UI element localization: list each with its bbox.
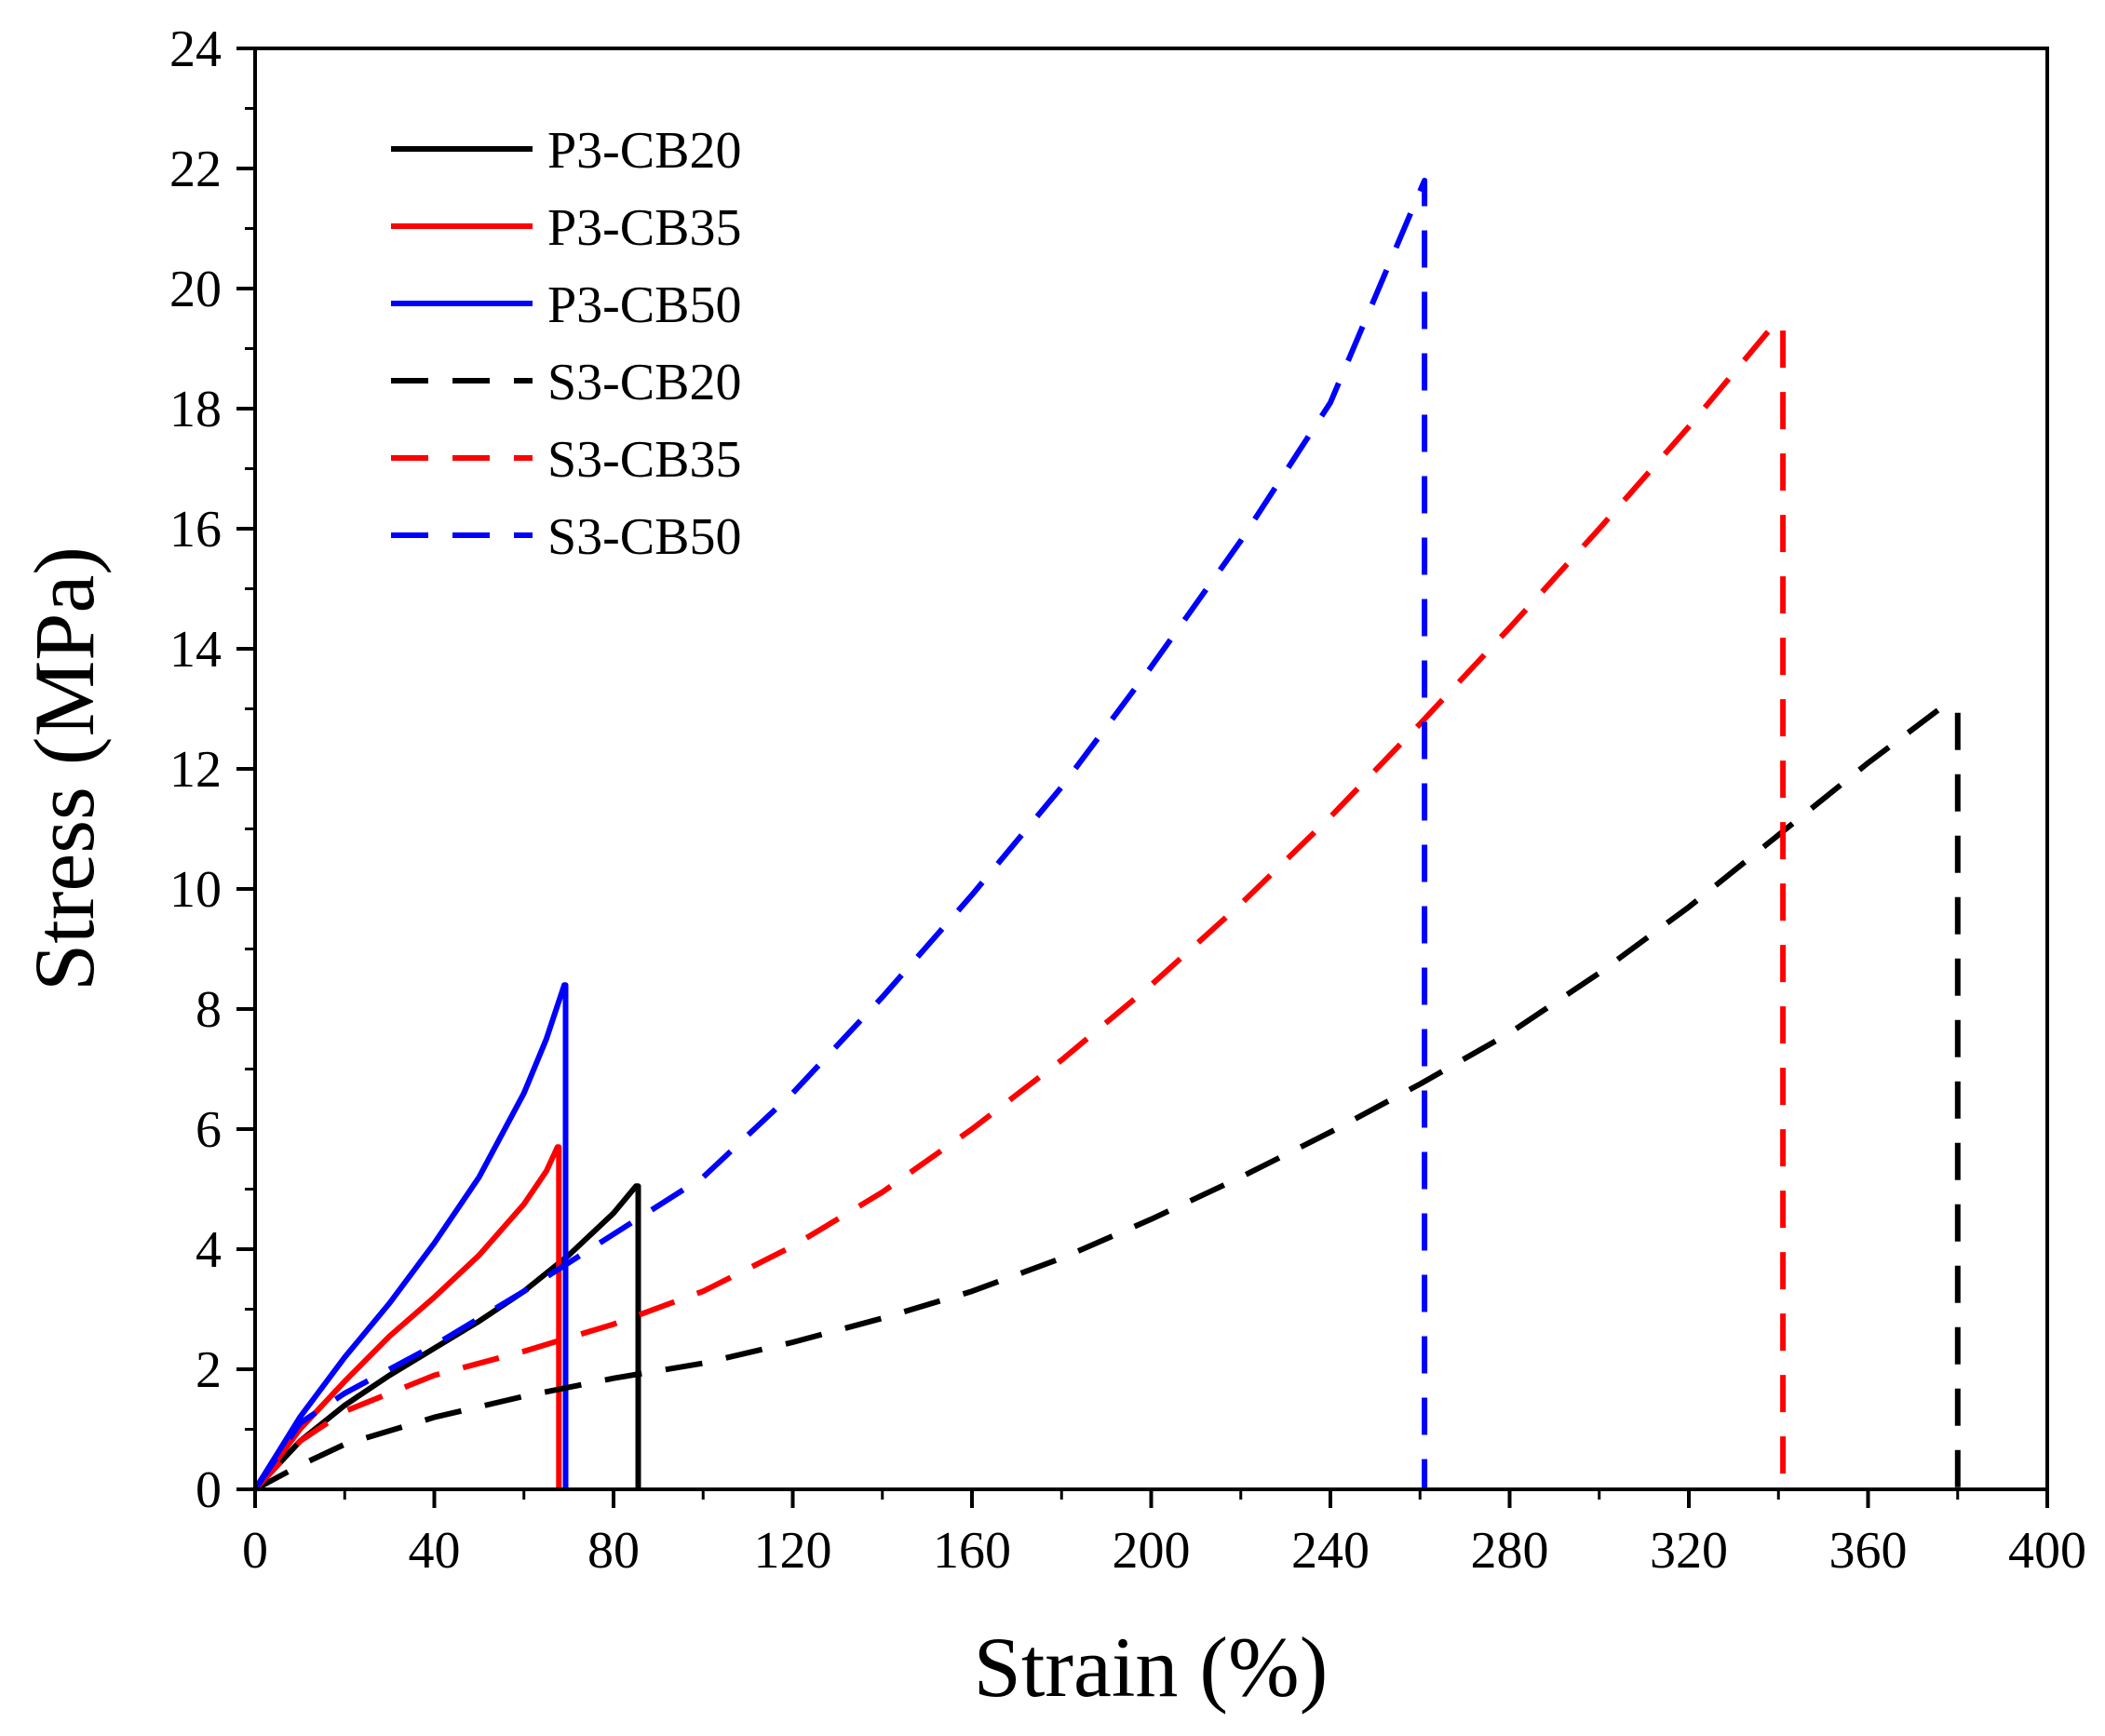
series-s3-cb35-line bbox=[252, 321, 1787, 1492]
legend-label-s3-cb20: S3-CB20 bbox=[547, 354, 742, 411]
x-tick-label: 360 bbox=[1829, 1522, 1908, 1580]
x-tick-label: 200 bbox=[1113, 1522, 1191, 1580]
legend-label-s3-cb35: S3-CB35 bbox=[547, 431, 742, 489]
legend-label-p3-cb35: P3-CB35 bbox=[547, 199, 742, 257]
x-tick-label: 40 bbox=[409, 1522, 461, 1580]
plot-frame bbox=[253, 47, 2049, 1491]
series-layer bbox=[252, 177, 1961, 1492]
y-tick-label: 24 bbox=[169, 20, 222, 78]
x-axis-title: Strain (%) bbox=[974, 1620, 1329, 1715]
y-tick-label: 12 bbox=[169, 741, 222, 799]
series-p3-cb50-line bbox=[252, 982, 569, 1491]
series-s3-cb50-line bbox=[252, 177, 1428, 1491]
y-tick-label: 10 bbox=[169, 861, 222, 919]
y-axis-title: Stress (MPa) bbox=[17, 546, 112, 991]
legend-label-s3-cb50: S3-CB50 bbox=[547, 508, 742, 566]
y-tick-label: 8 bbox=[196, 981, 222, 1039]
y-tick-label: 4 bbox=[196, 1221, 222, 1279]
y-tick-label: 6 bbox=[196, 1101, 222, 1159]
x-tick-label: 280 bbox=[1471, 1522, 1549, 1580]
x-tick-label: 80 bbox=[587, 1522, 640, 1580]
y-tick-label: 20 bbox=[169, 261, 222, 318]
x-tick-label: 0 bbox=[242, 1522, 268, 1580]
y-tick-label: 0 bbox=[196, 1461, 222, 1519]
x-tick-label: 400 bbox=[2008, 1522, 2086, 1580]
y-tick-label: 14 bbox=[169, 621, 222, 679]
x-tick-label: 160 bbox=[933, 1522, 1011, 1580]
y-tick-label: 2 bbox=[196, 1341, 222, 1399]
y-tick-label: 18 bbox=[169, 381, 222, 438]
legend-label-p3-cb50: P3-CB50 bbox=[547, 276, 742, 334]
y-tick-label: 22 bbox=[169, 141, 222, 198]
y-tick-label: 16 bbox=[169, 501, 222, 558]
x-tick-label: 320 bbox=[1650, 1522, 1728, 1580]
x-tick-label: 120 bbox=[754, 1522, 832, 1580]
legend-label-p3-cb20: P3-CB20 bbox=[547, 122, 742, 180]
series-s3-cb20-line bbox=[253, 706, 1961, 1492]
axis-ticks: 0 40 80 120 160 200 240 280 320 360 40002468101214… bbox=[169, 20, 2086, 1580]
legend: P3-CB20 P3-CB35 P3-CB50 S3-CB20 S3-CB35 S3-CB… bbox=[391, 122, 742, 566]
series-p3-cb35-line bbox=[252, 1144, 562, 1491]
x-tick-label: 240 bbox=[1291, 1522, 1370, 1580]
